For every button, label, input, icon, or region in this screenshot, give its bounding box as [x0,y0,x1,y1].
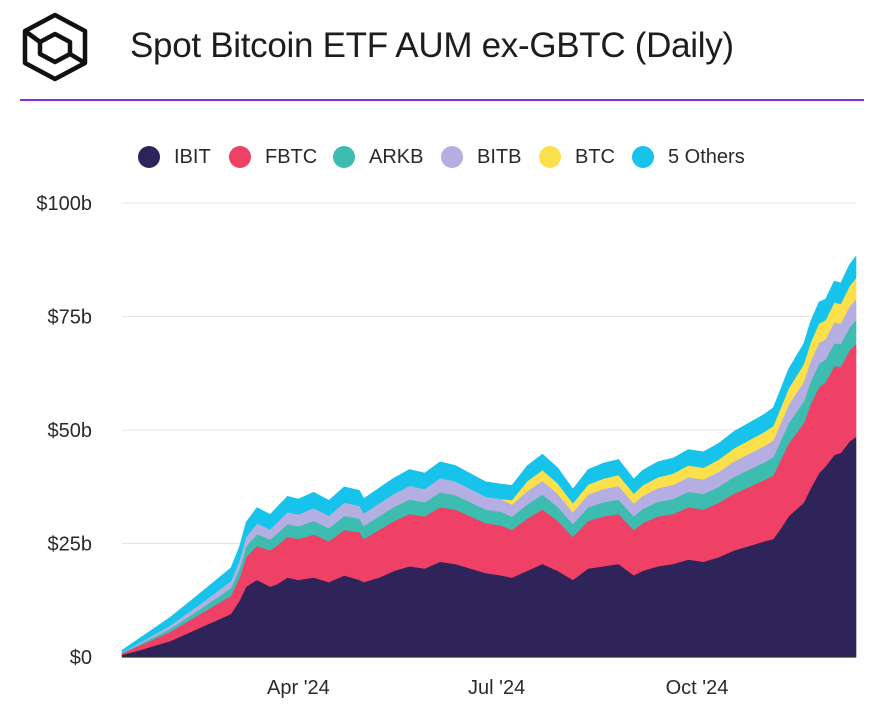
legend-swatch [229,146,251,168]
chart-title: Spot Bitcoin ETF AUM ex-GBTC (Daily) [130,26,734,65]
x-tick-label: Jul '24 [468,677,525,699]
legend-label: BITB [477,145,522,168]
y-tick-label: $25b [48,534,93,556]
chart-legend: IBIT FBTC ARKB BITB BTC 5 Others [0,143,884,171]
cube-logo-icon [22,12,88,82]
legend-item[interactable]: IBIT [138,143,211,171]
legend-label: IBIT [174,145,211,168]
legend-item[interactable]: BTC [539,143,615,171]
x-tick-label: Apr '24 [267,677,330,699]
legend-item[interactable]: ARKB [333,143,423,171]
y-axis: $0 $25b $50b $75b $100b [36,193,92,669]
legend-swatch [539,146,561,168]
legend-item[interactable]: 5 Others [632,143,745,171]
chart-header: Spot Bitcoin ETF AUM ex-GBTC (Daily) [0,0,884,102]
y-tick-label: $50b [48,420,93,442]
legend-label: BTC [575,145,615,168]
legend-label: ARKB [369,145,424,168]
y-tick-label: $75b [48,307,93,329]
legend-swatch [138,146,160,168]
title-divider [20,99,864,101]
legend-swatch [441,146,463,168]
y-tick-label: $0 [70,647,92,669]
area-series-5-others[interactable] [121,255,857,654]
x-tick-label: Oct '24 [666,677,729,699]
y-tick-label: $100b [36,193,92,215]
legend-label: 5 Others [668,145,745,168]
legend-item[interactable]: FBTC [229,143,317,171]
legend-label: FBTC [265,145,318,168]
legend-swatch [632,146,654,168]
legend-swatch [333,146,355,168]
legend-item[interactable]: BITB [441,143,521,171]
x-axis: Apr '24 Jul '24 Oct '24 [122,656,856,699]
